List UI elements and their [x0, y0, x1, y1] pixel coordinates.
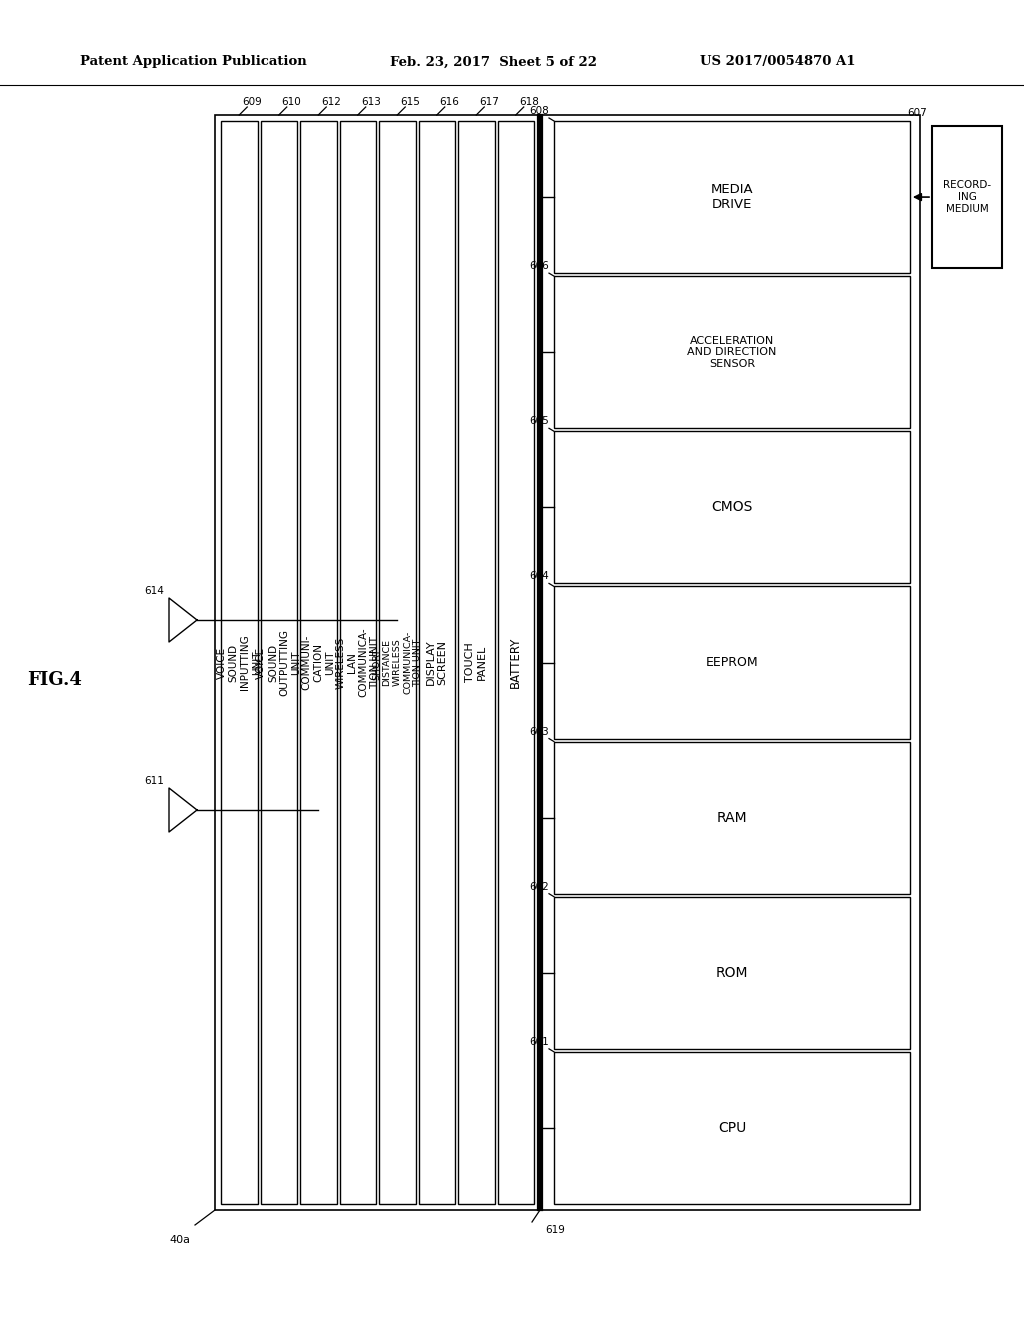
Text: Feb. 23, 2017  Sheet 5 of 22: Feb. 23, 2017 Sheet 5 of 22: [390, 55, 597, 69]
Text: 612: 612: [322, 96, 341, 107]
Bar: [932, 125, 1002, 268]
Bar: [221, 121, 257, 1204]
Text: CPU: CPU: [718, 1121, 746, 1135]
Text: VOICE
SOUND
OUTPUTTING
UNIT: VOICE SOUND OUTPUTTING UNIT: [256, 630, 301, 696]
Text: COMMUNI-
CATION
UNIT: COMMUNI- CATION UNIT: [302, 635, 335, 690]
Bar: [379, 121, 416, 1204]
Text: 610: 610: [282, 96, 301, 107]
Text: BATTERY: BATTERY: [509, 636, 522, 688]
Text: 604: 604: [529, 572, 549, 581]
Text: 603: 603: [529, 726, 549, 737]
Text: 608: 608: [529, 106, 549, 116]
Bar: [300, 121, 337, 1204]
Text: 618: 618: [519, 96, 539, 107]
Text: 615: 615: [400, 96, 420, 107]
Text: 607: 607: [907, 108, 927, 117]
Text: RAM: RAM: [717, 810, 748, 825]
Text: FIG.4: FIG.4: [28, 671, 83, 689]
Text: Patent Application Publication: Patent Application Publication: [80, 55, 307, 69]
Bar: [498, 121, 534, 1204]
Text: 602: 602: [529, 882, 549, 892]
Bar: [419, 121, 455, 1204]
Bar: [554, 121, 910, 273]
Text: 611: 611: [144, 776, 164, 785]
Bar: [554, 586, 910, 739]
Bar: [554, 742, 910, 894]
Text: EEPROM: EEPROM: [706, 656, 759, 669]
Text: 609: 609: [243, 96, 262, 107]
Text: MEDIA
DRIVE: MEDIA DRIVE: [711, 183, 754, 211]
Bar: [554, 896, 910, 1049]
Text: 613: 613: [360, 96, 381, 107]
Bar: [458, 121, 495, 1204]
Text: VOICE
SOUND
INPUTTING
UNIT: VOICE SOUND INPUTTING UNIT: [217, 635, 262, 690]
Text: 40a: 40a: [170, 1236, 190, 1245]
Text: SHORT-
DISTANCE
WIRELESS
COMMUNICA-
TION UNIT: SHORT- DISTANCE WIRELESS COMMUNICA- TION…: [372, 631, 423, 694]
Bar: [260, 121, 297, 1204]
Text: US 2017/0054870 A1: US 2017/0054870 A1: [700, 55, 855, 69]
Text: ACCELERATION
AND DIRECTION
SENSOR: ACCELERATION AND DIRECTION SENSOR: [687, 335, 776, 368]
Text: CMOS: CMOS: [712, 500, 753, 515]
Bar: [554, 276, 910, 428]
Bar: [340, 121, 376, 1204]
Text: DISPLAY
SCREEN: DISPLAY SCREEN: [426, 640, 447, 685]
Text: TOUCH
PANEL: TOUCH PANEL: [466, 643, 487, 682]
Text: 616: 616: [439, 96, 460, 107]
Text: 617: 617: [479, 96, 499, 107]
Bar: [554, 1052, 910, 1204]
Text: 605: 605: [529, 416, 549, 426]
Text: RECORD-
ING
MEDIUM: RECORD- ING MEDIUM: [943, 181, 991, 214]
Text: 619: 619: [545, 1225, 565, 1236]
Bar: [554, 432, 910, 583]
Bar: [215, 115, 920, 1210]
Text: ROM: ROM: [716, 966, 749, 979]
Text: 606: 606: [529, 261, 549, 271]
Text: 601: 601: [529, 1036, 549, 1047]
Text: 614: 614: [144, 586, 164, 597]
Text: WIRELESS
LAN
COMMUNICA-
TION UNIT: WIRELESS LAN COMMUNICA- TION UNIT: [335, 628, 380, 697]
